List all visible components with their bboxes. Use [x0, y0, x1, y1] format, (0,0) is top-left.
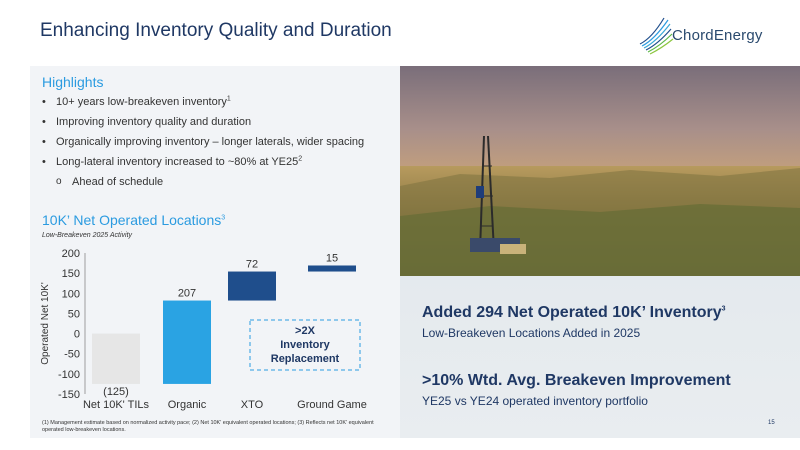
- annotation-text: >2X: [295, 325, 316, 337]
- y-tick-label: -100: [58, 369, 80, 381]
- page-title: Enhancing Inventory Quality and Duration: [40, 20, 392, 41]
- highlight-subitem: Ahead of schedule: [42, 174, 398, 194]
- bar-data-label: 15: [326, 252, 338, 264]
- chart-subtitle: Low-Breakeven 2025 Activity: [42, 232, 133, 239]
- footnote: (1) Management estimate based on normali…: [42, 420, 374, 433]
- y-tick-label: 150: [62, 268, 80, 280]
- subtext-inventory: Low-Breakeven Locations Added in 2025: [422, 326, 641, 340]
- highlight-item: Long-lateral inventory increased to ~80%…: [42, 154, 398, 174]
- y-tick-label: -150: [58, 389, 80, 401]
- highlight-item: Organically improving inventory – longer…: [42, 134, 398, 154]
- logo-mark-icon: [639, 17, 674, 55]
- bar-data-label: 72: [246, 259, 258, 271]
- stats-overlay: Added 294 Net Operated 10K’ Inventory3 L…: [400, 276, 800, 438]
- headline-inventory: Added 294 Net Operated 10K’ Inventory3: [422, 304, 726, 321]
- y-tick-label: 100: [62, 288, 80, 300]
- chart-bar: [163, 300, 211, 384]
- company-logo: ChordEnergy: [638, 16, 778, 56]
- y-axis-label: Operated Net 10K': [40, 282, 51, 365]
- headline-breakeven: >10% Wtd. Avg. Breakeven Improvement: [422, 372, 731, 389]
- bar-data-label: (125): [103, 386, 129, 398]
- page-number: 15: [768, 420, 775, 426]
- waterfall-chart: 200 150 100 50 0 -50 -100 -150 Operated Net 10K'…: [40, 248, 367, 411]
- x-tick-label: XTO: [241, 399, 264, 411]
- chart-bar: [228, 271, 276, 301]
- chart-title: 10K’ Net Operated Locations3: [42, 212, 226, 228]
- right-panel: Added 294 Net Operated 10K’ Inventory3 L…: [400, 66, 800, 438]
- y-tick-label: -50: [64, 349, 80, 361]
- y-tick-label: 200: [62, 248, 80, 260]
- highlights-title: Highlights: [42, 74, 104, 90]
- left-panel: Highlights 10+ years low-breakeven inven…: [30, 66, 400, 438]
- chart-bar: [308, 265, 356, 272]
- x-tick-label: Ground Game: [297, 399, 367, 411]
- y-tick-label: 0: [74, 329, 80, 341]
- logo-text: ChordEnergy: [672, 27, 763, 44]
- highlight-item: 10+ years low-breakeven inventory1: [42, 94, 398, 114]
- subtext-breakeven: YE25 vs YE24 operated inventory portfoli…: [422, 394, 648, 408]
- y-tick-label: 50: [68, 308, 80, 320]
- annotation-text: Replacement: [271, 353, 340, 365]
- annotation-box: [249, 319, 361, 371]
- drilling-rig-icon: [400, 135, 800, 276]
- highlight-item: Improving inventory quality and duration: [42, 114, 398, 134]
- chart-bar: [92, 333, 140, 384]
- x-tick-label: Organic: [168, 399, 207, 411]
- bar-data-label: 207: [178, 288, 196, 300]
- x-tick-label: Net 10K' TILs: [83, 399, 150, 411]
- highlights-list: 10+ years low-breakeven inventory1 Impro…: [42, 94, 398, 194]
- annotation-text: Inventory: [280, 339, 330, 351]
